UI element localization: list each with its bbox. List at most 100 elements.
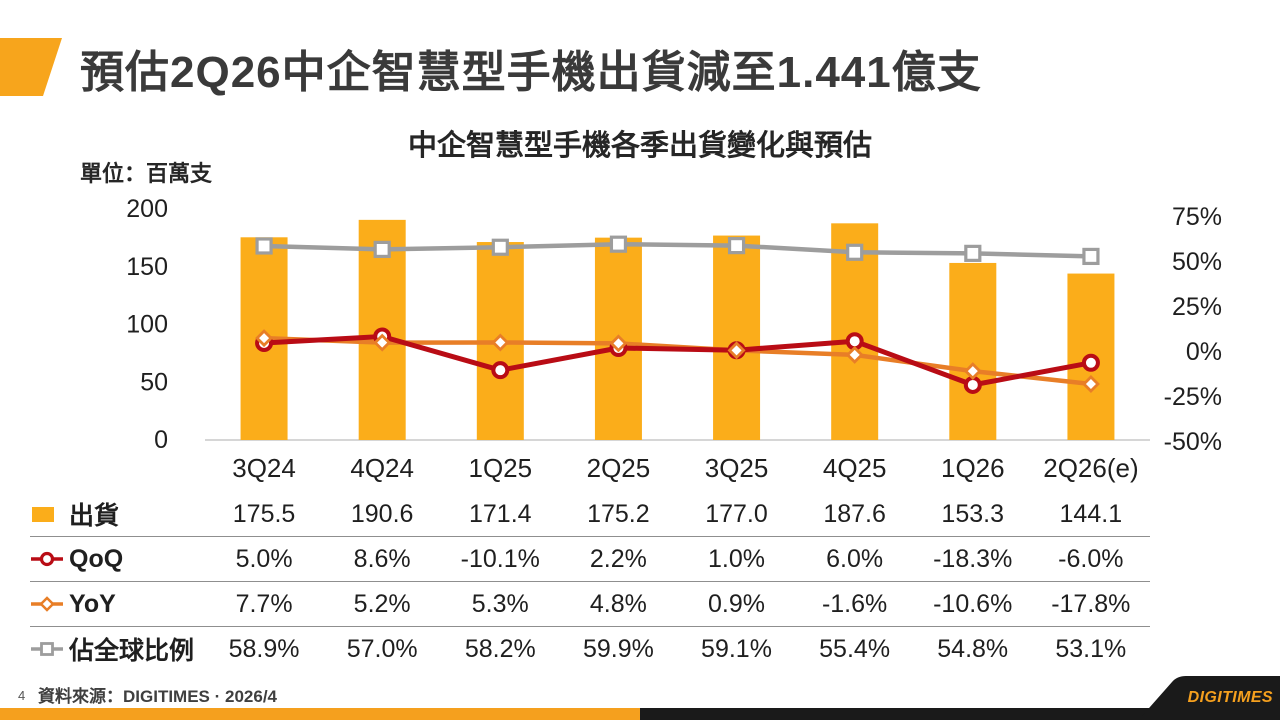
category-label: 1Q26 — [941, 453, 1005, 483]
marker-global_share — [491, 238, 509, 256]
table-row-shipments: 出貨 175.5 190.6 171.4 175.2 177.0 187.6 153.3 144… — [30, 492, 1150, 537]
legend-marker-yoy — [31, 596, 63, 612]
logo-wordmark: DIGITIMES — [1188, 689, 1273, 706]
line-qoq — [261, 334, 1094, 388]
legend-yoy: YoY — [30, 590, 205, 619]
marker-qoq — [491, 361, 510, 380]
marker-yoy — [255, 329, 274, 348]
cell-shipments-1Q25: 171.4 — [468, 499, 532, 528]
marker-global_share — [255, 237, 273, 255]
cell-yoy-1Q26: -10.6% — [933, 589, 1013, 618]
cell-global_share-4Q24: 57.0% — [346, 634, 418, 663]
legend-global_share: 佔全球比例 — [30, 631, 205, 667]
cell-global_share-2Q25: 59.9% — [582, 634, 654, 663]
footer-strip-orange — [0, 708, 640, 720]
legend-label-qoq: QoQ — [69, 544, 124, 573]
cell-shipments-2Q25: 175.2 — [587, 499, 650, 528]
cell-yoy-4Q24: 5.2% — [353, 589, 411, 618]
line-global_share — [261, 241, 1094, 259]
cell-shipments-3Q25: 177.0 — [705, 499, 768, 528]
page-number: 4 — [18, 688, 26, 703]
chart-title: 中企智慧型手機各季出貨變化與預估 — [407, 130, 872, 162]
table-row-qoq: QoQ 5.0% 8.6% -10.1% 2.2% 1.0% 6.0% -18.3% -6.0% — [30, 537, 1150, 582]
right-axis-tick-label: -25% — [1164, 383, 1222, 411]
cell-qoq-1Q26: -18.3% — [933, 544, 1013, 573]
marker-global_share — [727, 237, 746, 255]
category-label: 1Q25 — [469, 453, 533, 483]
marker-yoy — [1081, 375, 1100, 394]
category-label: 3Q25 — [705, 453, 769, 483]
cell-global_share-4Q25: 55.4% — [819, 634, 891, 663]
marker-global_share — [964, 244, 982, 262]
marker-global_share — [373, 240, 391, 259]
cell-shipments-1Q26: 153.3 — [941, 499, 1004, 528]
legend-label-global_share: 佔全球比例 — [69, 637, 195, 665]
right-axis-tick-label: 25% — [1172, 293, 1222, 321]
legend-qoq: QoQ — [30, 545, 205, 574]
bar-shipments-3Q25 — [713, 235, 761, 440]
category-label: 2Q25 — [587, 453, 651, 483]
cell-shipments-4Q24: 190.6 — [350, 499, 414, 528]
cell-qoq-2Q26(e): -6.0% — [1058, 544, 1124, 573]
table-row-yoy: YoY 7.7% 5.2% 5.3% 4.8% 0.9% -1.6% -10.6% -17.8% — [30, 582, 1150, 627]
category-label: 4Q25 — [823, 453, 887, 483]
cell-yoy-3Q25: 0.9% — [708, 589, 765, 618]
marker-yoy — [845, 345, 864, 364]
right-axis-tick-label: 0% — [1186, 338, 1222, 366]
category-label: 3Q24 — [232, 453, 296, 483]
cell-yoy-2Q26(e): -17.8% — [1051, 589, 1131, 618]
cell-shipments-4Q25: 187.6 — [823, 499, 886, 528]
marker-yoy — [609, 334, 628, 353]
cell-global_share-3Q25: 59.1% — [701, 634, 772, 663]
cell-yoy-3Q24: 7.7% — [235, 589, 293, 618]
logo-background-shape — [1142, 676, 1280, 716]
marker-global_share — [846, 243, 864, 261]
source-text: 資料來源：DIGITIMES · 2026/4 — [38, 687, 277, 706]
category-label: 4Q24 — [350, 453, 414, 483]
digitimes-logo: DIGITIMES — [1142, 676, 1280, 716]
combo-chart: 0 50 100 150 200 -50% -25% 0% 25% 50% 75% 3Q24 4Q24 1… — [126, 195, 1222, 483]
cell-global_share-1Q25: 58.2% — [464, 634, 536, 663]
category-label: 2Q26(e) — [1043, 453, 1138, 483]
left-axis-tick-label: 150 — [126, 253, 168, 281]
cell-yoy-4Q25: -1.6% — [821, 589, 888, 618]
cell-yoy-1Q25: 5.3% — [471, 589, 529, 618]
unit-label: 單位：百萬支 — [80, 161, 213, 186]
cell-qoq-4Q25: 6.0% — [826, 544, 884, 573]
cell-qoq-2Q25: 2.2% — [589, 544, 647, 573]
left-axis-tick-label: 50 — [140, 368, 168, 396]
cell-global_share-2Q26(e): 53.1% — [1055, 634, 1127, 663]
legend-shipments: 出貨 — [30, 496, 205, 532]
legend-marker-shipments — [32, 507, 54, 522]
left-axis-tick-label: 100 — [126, 311, 168, 339]
marker-qoq — [1081, 353, 1100, 372]
marker-global_share — [609, 235, 628, 253]
footer-strip-black — [640, 708, 1280, 720]
page-title: 預估2Q26中企智慧型手機出貨減至1.441億支 — [80, 48, 982, 97]
cell-qoq-3Q25: 1.0% — [708, 544, 765, 573]
legend-label-yoy: YoY — [69, 589, 116, 618]
right-axis-tick-label: 50% — [1172, 248, 1222, 276]
cell-qoq-4Q24: 8.6% — [353, 544, 411, 573]
marker-yoy — [491, 333, 510, 352]
data-table: 出貨 175.5 190.6 171.4 175.2 177.0 187.6 153.3 144… — [30, 492, 1150, 671]
legend-label-shipments: 出貨 — [69, 502, 120, 530]
cell-shipments-2Q26(e): 144.1 — [1059, 499, 1123, 528]
title-accent-shape — [0, 38, 62, 96]
marker-global_share — [1082, 247, 1100, 266]
cell-qoq-1Q25: -10.1% — [460, 544, 540, 573]
bar-shipments-1Q26 — [949, 262, 997, 440]
cell-shipments-3Q24: 175.5 — [232, 499, 296, 528]
marker-yoy — [727, 341, 746, 360]
legend-marker-qoq — [31, 551, 63, 567]
cell-qoq-3Q24: 5.0% — [235, 544, 293, 573]
marker-yoy — [373, 333, 392, 352]
marker-yoy — [963, 362, 982, 381]
left-axis-tick-label: 0 — [154, 426, 168, 454]
cell-global_share-3Q24: 58.9% — [228, 634, 300, 663]
right-axis-tick-label: -50% — [1164, 428, 1222, 456]
left-axis-tick-label: 200 — [126, 195, 168, 223]
accent-parallelogram — [0, 38, 62, 96]
right-axis-tick-label: 75% — [1172, 203, 1222, 231]
